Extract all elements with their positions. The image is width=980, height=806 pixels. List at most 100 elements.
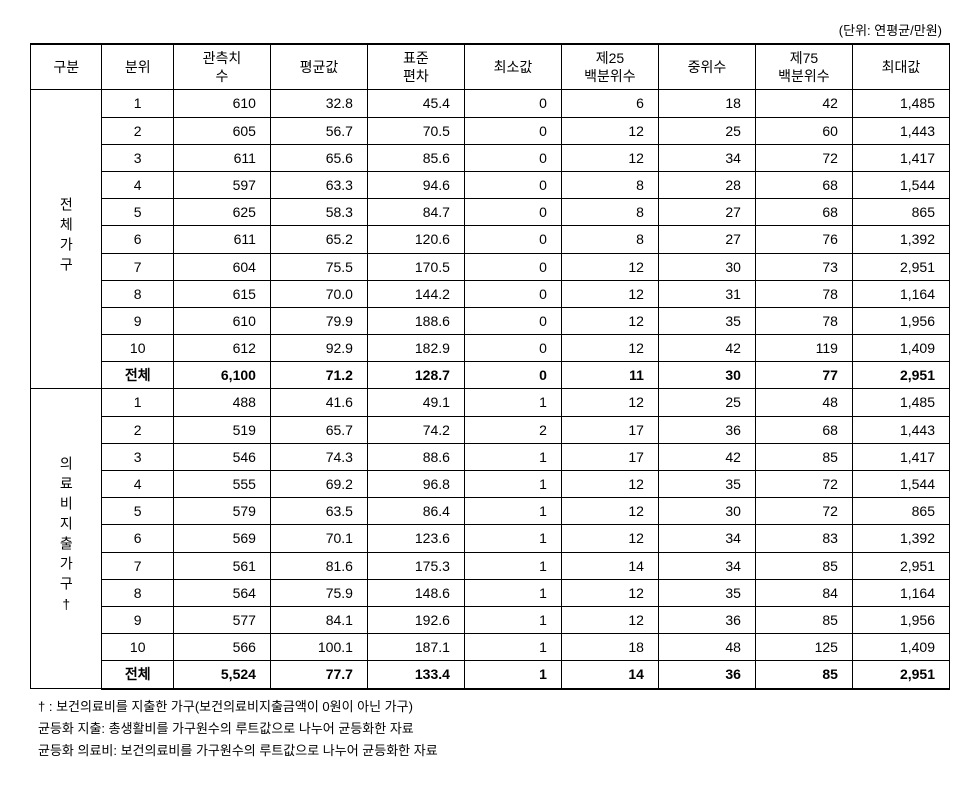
cell-p25: 14 <box>561 661 658 689</box>
cell-p25: 12 <box>561 525 658 552</box>
cell-bunwi: 2 <box>102 117 173 144</box>
table-row: 260556.770.501225601,443 <box>31 117 950 144</box>
cell-bunwi: 9 <box>102 307 173 334</box>
col-gubun: 구분 <box>31 44 102 90</box>
cell-p25: 12 <box>561 253 658 280</box>
cell-min: 0 <box>464 90 561 117</box>
cell-p75: 68 <box>755 416 852 443</box>
cell-p75: 42 <box>755 90 852 117</box>
cell-bunwi: 8 <box>102 280 173 307</box>
cell-min: 0 <box>464 144 561 171</box>
cell-p75: 119 <box>755 335 852 362</box>
cell-min: 0 <box>464 253 561 280</box>
cell-median: 35 <box>658 307 755 334</box>
table-row: 961079.9188.601235781,956 <box>31 307 950 334</box>
cell-p75: 72 <box>755 471 852 498</box>
cell-p25: 12 <box>561 498 658 525</box>
cell-mean: 92.9 <box>270 335 367 362</box>
cell-obs: 612 <box>173 335 270 362</box>
cell-p25: 18 <box>561 634 658 661</box>
cell-mean: 77.7 <box>270 661 367 689</box>
cell-obs: 577 <box>173 606 270 633</box>
cell-std: 128.7 <box>367 362 464 389</box>
cell-bunwi: 4 <box>102 471 173 498</box>
cell-mean: 75.9 <box>270 579 367 606</box>
cell-p75: 72 <box>755 144 852 171</box>
cell-bunwi: 1 <box>102 90 173 117</box>
cell-bunwi: 9 <box>102 606 173 633</box>
header-row: 구분 분위 관측치수 평균값 표준편차 최소값 제25백분위수 중위수 제75백… <box>31 44 950 90</box>
cell-min: 0 <box>464 307 561 334</box>
cell-p75: 85 <box>755 443 852 470</box>
cell-min: 0 <box>464 280 561 307</box>
cell-mean: 84.1 <box>270 606 367 633</box>
cell-p25: 8 <box>561 199 658 226</box>
table-row: 10566100.1187.1118481251,409 <box>31 634 950 661</box>
cell-mean: 71.2 <box>270 362 367 389</box>
table-row: 455569.296.811235721,544 <box>31 471 950 498</box>
cell-min: 0 <box>464 199 561 226</box>
cell-median: 34 <box>658 525 755 552</box>
cell-p25: 8 <box>561 226 658 253</box>
table-row: 전체6,10071.2128.701130772,951 <box>31 362 950 389</box>
cell-obs: 566 <box>173 634 270 661</box>
cell-p25: 12 <box>561 307 658 334</box>
cell-p25: 12 <box>561 606 658 633</box>
cell-p75: 78 <box>755 280 852 307</box>
table-row: 856475.9148.611235841,164 <box>31 579 950 606</box>
cell-p75: 73 <box>755 253 852 280</box>
cell-p75: 125 <box>755 634 852 661</box>
cell-max: 2,951 <box>852 661 949 689</box>
cell-obs: 597 <box>173 171 270 198</box>
cell-std: 84.7 <box>367 199 464 226</box>
group-label-cell: 의료비지출가구† <box>31 389 102 689</box>
group-label: 의료비지출가구† <box>57 456 75 618</box>
cell-std: 120.6 <box>367 226 464 253</box>
cell-p75: 83 <box>755 525 852 552</box>
cell-bunwi: 10 <box>102 634 173 661</box>
cell-max: 1,956 <box>852 606 949 633</box>
cell-min: 1 <box>464 498 561 525</box>
cell-obs: 604 <box>173 253 270 280</box>
cell-std: 123.6 <box>367 525 464 552</box>
cell-mean: 100.1 <box>270 634 367 661</box>
cell-obs: 605 <box>173 117 270 144</box>
footnote-line: 균등화 지출: 총생활비를 가구원수의 루트값으로 나누어 균등화한 자료 <box>38 718 950 740</box>
cell-median: 28 <box>658 171 755 198</box>
cell-max: 865 <box>852 199 949 226</box>
cell-bunwi: 5 <box>102 199 173 226</box>
table-row: 1061292.9182.9012421191,409 <box>31 335 950 362</box>
table-row: 전체5,52477.7133.411436852,951 <box>31 661 950 689</box>
col-bunwi: 분위 <box>102 44 173 90</box>
cell-min: 1 <box>464 579 561 606</box>
cell-bunwi: 3 <box>102 443 173 470</box>
cell-p25: 17 <box>561 416 658 443</box>
cell-mean: 65.2 <box>270 226 367 253</box>
table-row: 861570.0144.201231781,164 <box>31 280 950 307</box>
cell-max: 1,544 <box>852 171 949 198</box>
col-std: 표준편차 <box>367 44 464 90</box>
cell-bunwi: 7 <box>102 253 173 280</box>
cell-min: 0 <box>464 335 561 362</box>
table-row: 361165.685.601234721,417 <box>31 144 950 171</box>
cell-min: 2 <box>464 416 561 443</box>
cell-max: 2,951 <box>852 253 949 280</box>
table-row: 957784.1192.611236851,956 <box>31 606 950 633</box>
cell-bunwi: 4 <box>102 171 173 198</box>
cell-std: 88.6 <box>367 443 464 470</box>
cell-median: 18 <box>658 90 755 117</box>
cell-max: 1,443 <box>852 416 949 443</box>
cell-mean: 70.1 <box>270 525 367 552</box>
cell-mean: 65.7 <box>270 416 367 443</box>
cell-max: 1,409 <box>852 335 949 362</box>
cell-p75: 48 <box>755 389 852 416</box>
cell-bunwi: 8 <box>102 579 173 606</box>
cell-p75: 85 <box>755 606 852 633</box>
cell-obs: 625 <box>173 199 270 226</box>
cell-min: 0 <box>464 171 561 198</box>
cell-bunwi: 10 <box>102 335 173 362</box>
col-max: 최대값 <box>852 44 949 90</box>
table-row: 661165.2120.60827761,392 <box>31 226 950 253</box>
cell-min: 1 <box>464 389 561 416</box>
cell-bunwi: 6 <box>102 525 173 552</box>
